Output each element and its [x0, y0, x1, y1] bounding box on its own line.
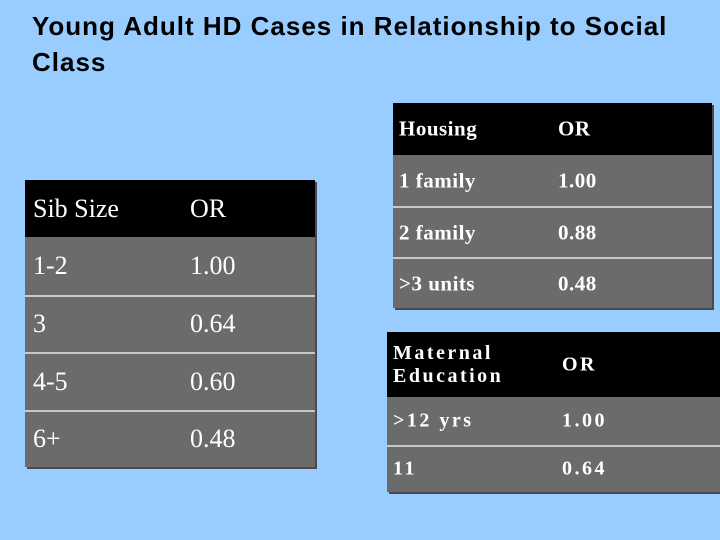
header-cell: OR [562, 353, 597, 375]
table-cell: 4-5 [33, 366, 68, 396]
table-header: Maternal Education OR [387, 332, 720, 397]
table-header: Sib Size OR [25, 180, 315, 237]
table-row: 1-2 1.00 [25, 237, 315, 295]
table-cell: 0.64 [562, 457, 607, 480]
table-row: >3 units 0.48 [393, 257, 712, 308]
table-cell: 1-2 [33, 250, 68, 280]
table-cell: 3 [33, 309, 46, 339]
header-cell: Maternal Education [393, 341, 504, 387]
header-cell: Sib Size [33, 193, 119, 223]
header-cell: OR [190, 193, 227, 223]
table-cell: 1.00 [558, 168, 597, 192]
table-cell: 0.48 [190, 424, 236, 454]
table-cell: 1 family [399, 168, 476, 192]
table-row: 4-5 0.60 [25, 352, 315, 410]
table-cell: 0.64 [190, 309, 236, 339]
header-cell: OR [558, 116, 591, 141]
table-row: 11 0.64 [387, 444, 720, 493]
header-cell: Housing [399, 116, 478, 141]
table-row: 1 family 1.00 [393, 155, 712, 206]
table-cell: >12 yrs [393, 409, 474, 432]
table: Sib Size OR 1-2 1.00 3 0.64 4-5 0.60 6+ 0.48 [25, 180, 315, 467]
table-cell: 0.88 [558, 220, 597, 244]
table-row: 3 0.64 [25, 294, 315, 353]
table-cell: 11 [393, 457, 417, 480]
table-cell: 0.48 [558, 271, 597, 295]
table-cell: 2 family [399, 220, 476, 244]
table-row: 6+ 0.48 [25, 409, 315, 468]
slide-title: Young Adult HD Cases in Relationship to … [32, 11, 668, 77]
table: Housing OR 1 family 1.00 2 family 0.88 >3 unit… [393, 103, 712, 308]
table-header: Housing OR [393, 103, 712, 155]
table-row: >12 yrs 1.00 [387, 397, 720, 445]
table-cell: >3 units [399, 271, 476, 295]
table-cell: 0.60 [190, 366, 236, 396]
table-cell: 1.00 [190, 250, 236, 280]
table-cell: 1.00 [562, 409, 607, 432]
table-row: 2 family 0.88 [393, 206, 712, 257]
table-cell: 6+ [33, 424, 61, 454]
table: Maternal Education OR >12 yrs 1.00 11 0.64 [387, 332, 720, 492]
